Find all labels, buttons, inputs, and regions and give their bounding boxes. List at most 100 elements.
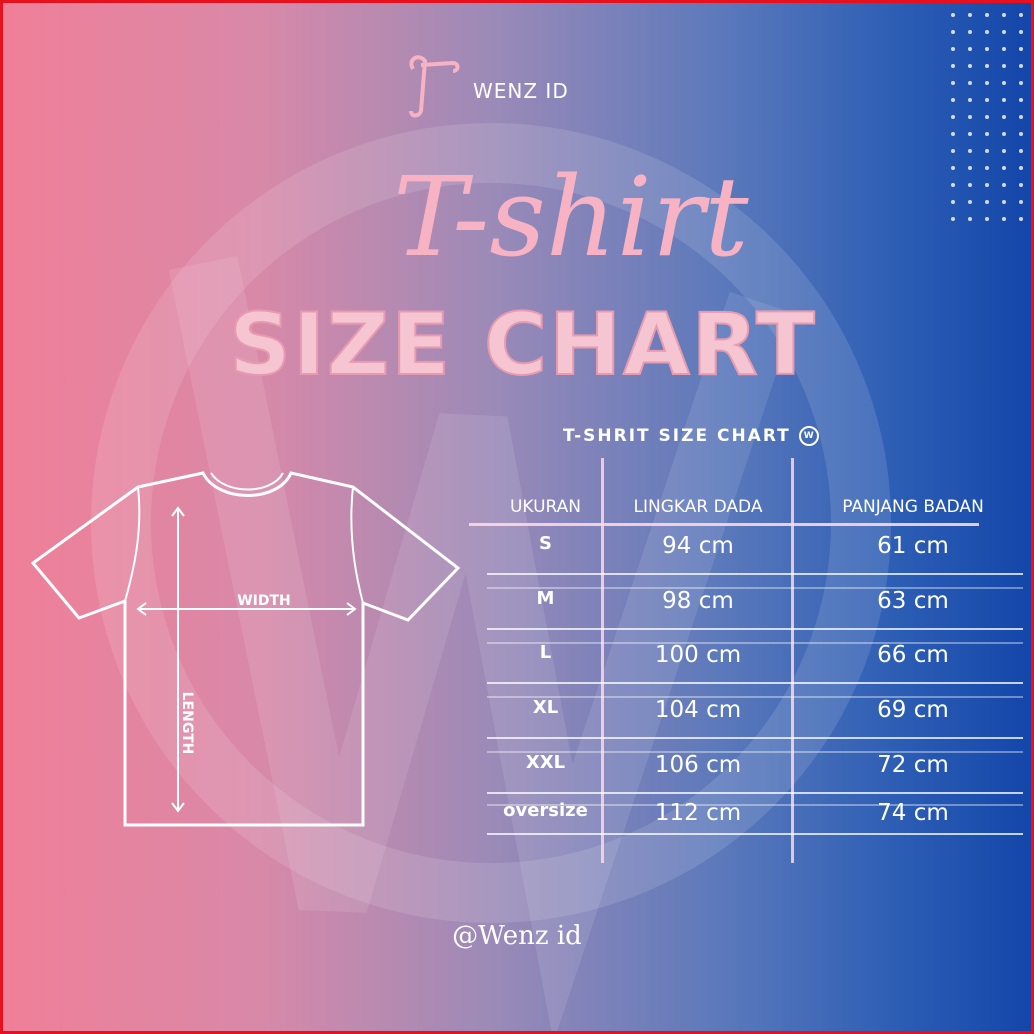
dot — [1002, 64, 1006, 68]
length-cell: 66 cm — [877, 642, 949, 668]
dot — [985, 81, 989, 85]
chest-cell: 112 cm — [654, 800, 742, 826]
dot — [1019, 81, 1023, 85]
dot — [1019, 98, 1023, 102]
dot — [1002, 47, 1006, 51]
chest-cell: 106 cm — [654, 752, 742, 778]
column-divider — [791, 458, 794, 863]
dot — [1002, 30, 1006, 34]
dot — [951, 132, 955, 136]
dot — [1019, 217, 1023, 221]
hanger-logo-icon — [409, 55, 460, 118]
size-cell: XXL — [525, 752, 566, 773]
tshirt-diagram: WIDTH LENGTH — [30, 471, 461, 827]
dot — [985, 13, 989, 17]
dot — [1019, 115, 1023, 119]
chest-cell: 104 cm — [654, 697, 742, 723]
dot — [1019, 30, 1023, 34]
length-label: LENGTH — [179, 692, 195, 755]
dot — [968, 98, 972, 102]
row-divider — [487, 833, 1023, 835]
dot — [985, 217, 989, 221]
header-lingkar-dada: LINGKAR DADA — [633, 497, 763, 517]
row-divider — [487, 642, 1023, 644]
dot — [985, 30, 989, 34]
dot — [951, 81, 955, 85]
dot — [951, 149, 955, 153]
dot — [968, 183, 972, 187]
dot — [968, 47, 972, 51]
dot — [951, 13, 955, 17]
dot — [1002, 13, 1006, 17]
row-divider — [487, 751, 1023, 753]
header-ukuran: UKURAN — [509, 497, 582, 517]
dot — [985, 200, 989, 204]
dot — [951, 183, 955, 187]
dot — [985, 149, 989, 153]
dot — [1019, 13, 1023, 17]
row-divider — [487, 573, 1023, 575]
dot — [1002, 132, 1006, 136]
dot — [1019, 132, 1023, 136]
dot — [1002, 200, 1006, 204]
row-divider — [487, 682, 1023, 684]
dot — [968, 217, 972, 221]
dot — [951, 98, 955, 102]
dot — [951, 166, 955, 170]
brand-name: WENZ ID — [473, 79, 569, 103]
dot — [951, 200, 955, 204]
dot — [951, 30, 955, 34]
dot — [985, 98, 989, 102]
row-divider — [487, 628, 1023, 630]
dot — [1019, 166, 1023, 170]
row-divider — [487, 696, 1023, 698]
dot — [1002, 115, 1006, 119]
headline-outline: SIZE CHART — [228, 294, 817, 396]
dot — [1019, 64, 1023, 68]
dot — [985, 115, 989, 119]
length-cell: 74 cm — [877, 800, 949, 826]
dot — [1002, 149, 1006, 153]
dot — [951, 47, 955, 51]
watermark-logo — [168, 256, 797, 1031]
wf-logo-icon: W — [798, 426, 819, 446]
dot — [951, 64, 955, 68]
dot — [968, 149, 972, 153]
dot — [1019, 47, 1023, 51]
row-divider — [487, 804, 1023, 806]
dot — [968, 132, 972, 136]
dot — [968, 81, 972, 85]
dot — [1002, 81, 1006, 85]
dot — [985, 132, 989, 136]
dot — [985, 183, 989, 187]
row-divider — [487, 737, 1023, 739]
length-cell: 69 cm — [877, 697, 949, 723]
dot — [1019, 183, 1023, 187]
row-divider — [487, 587, 1023, 589]
dot — [1002, 217, 1006, 221]
table-title: T-SHRIT SIZE CHART W — [563, 426, 819, 446]
length-cell: 72 cm — [877, 752, 949, 778]
chest-cell: 94 cm — [662, 533, 734, 559]
dot — [951, 217, 955, 221]
header-panjang-badan: PANJANG BADAN — [842, 497, 984, 517]
size-cell: L — [539, 642, 552, 663]
dot — [985, 166, 989, 170]
dot — [1019, 149, 1023, 153]
row-divider — [487, 792, 1023, 794]
length-cell: 61 cm — [877, 533, 949, 559]
column-divider — [601, 458, 604, 863]
headline-script: T-shirt — [393, 153, 749, 281]
dot — [1002, 98, 1006, 102]
dot — [951, 115, 955, 119]
dot — [985, 47, 989, 51]
size-cell: M — [536, 588, 555, 609]
dot — [1002, 166, 1006, 170]
dot-pattern — [951, 13, 1031, 234]
size-cell: S — [539, 533, 552, 554]
dot — [1002, 183, 1006, 187]
size-cell: XL — [532, 697, 559, 718]
size-cell: oversize — [503, 800, 588, 821]
dot — [968, 64, 972, 68]
width-label: WIDTH — [237, 593, 291, 609]
